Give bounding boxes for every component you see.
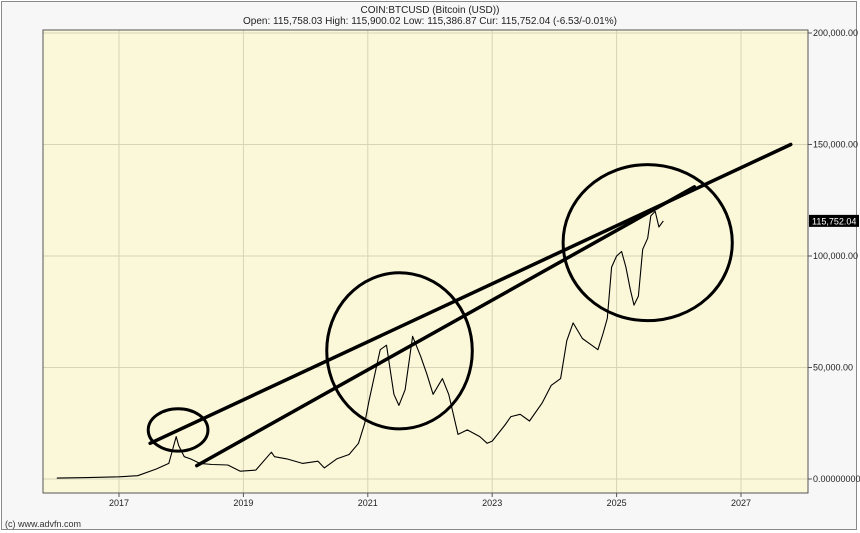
ohlc-summary: Open: 115,758.03 High: 115,900.02 Low: 1…	[243, 16, 617, 27]
trend-line	[195, 185, 697, 468]
x-tick-label: 2027	[731, 498, 751, 508]
x-tick-label: 2019	[233, 498, 253, 508]
current-value-label: 115,752.04	[809, 214, 859, 227]
chart-title: COIN:BTCUSD (Bitcoin (USD))	[360, 5, 500, 16]
current-value-text: 115,752.04	[812, 216, 856, 226]
x-tick-label: 2017	[109, 498, 129, 508]
x-tick-label: 2021	[358, 498, 378, 508]
annotations	[146, 142, 793, 468]
highlight-ellipse	[561, 163, 734, 323]
plot-area	[43, 30, 808, 493]
y-tick-label: 50,000.00	[813, 363, 853, 373]
y-tick-label: 0.00000000	[813, 474, 860, 484]
y-tick-label: 200,000.00	[813, 28, 858, 38]
price-series	[56, 210, 664, 479]
x-tick-label: 2023	[482, 498, 502, 508]
y-tick-label: 100,000.00	[813, 251, 858, 261]
highlight-ellipse	[325, 271, 474, 431]
plot-border	[42, 29, 809, 494]
price-line	[56, 210, 664, 479]
y-axis: 0.00000000 50,000.00 100,000.00 150,000.00 2…	[808, 28, 860, 484]
highlight-ellipse	[146, 407, 210, 453]
y-tick-label: 150,000.00	[813, 140, 858, 150]
x-axis: 2017 2019 2021 2023 2025 2027	[109, 493, 751, 508]
source-credit: (c) www.advfn.com	[5, 519, 82, 529]
current-value-badge	[809, 214, 859, 227]
grid-lines	[43, 30, 808, 493]
x-tick-label: 2025	[607, 498, 627, 508]
